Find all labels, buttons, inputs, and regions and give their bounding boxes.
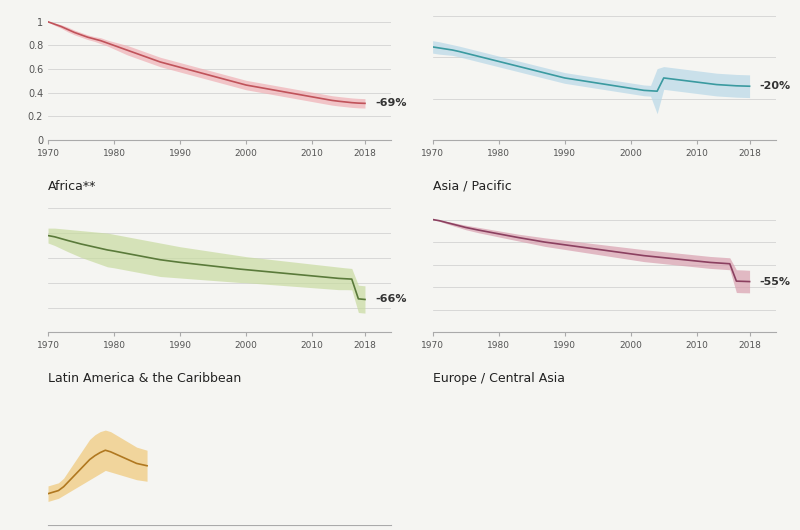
Text: -55%: -55% [759, 277, 790, 287]
Text: Europe / Central Asia: Europe / Central Asia [433, 372, 565, 385]
Text: Latin America & the Caribbean: Latin America & the Caribbean [48, 372, 242, 385]
Text: Africa**: Africa** [48, 180, 96, 193]
Text: Asia / Pacific: Asia / Pacific [433, 180, 511, 193]
Text: -66%: -66% [375, 295, 406, 304]
Text: -20%: -20% [759, 81, 790, 91]
Text: -69%: -69% [375, 99, 406, 108]
